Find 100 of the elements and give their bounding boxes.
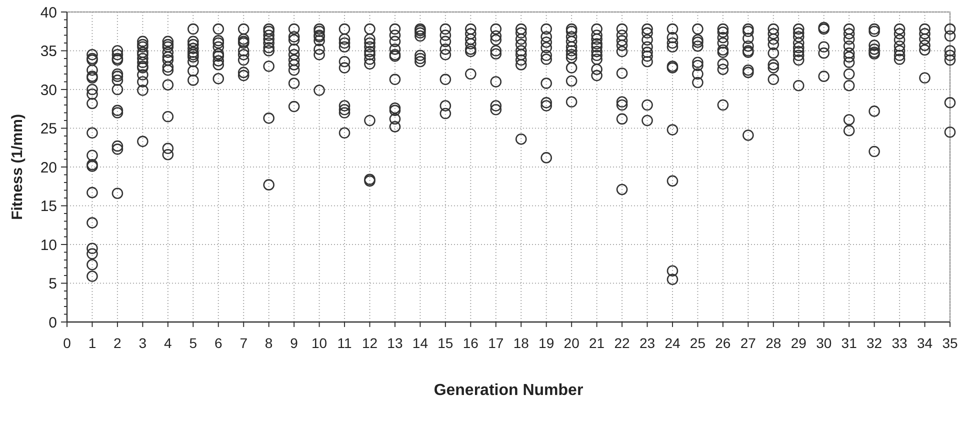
point bbox=[843, 56, 855, 68]
x-tick-label: 12 bbox=[362, 335, 378, 351]
x-tick-label: 2 bbox=[114, 335, 122, 351]
point bbox=[389, 36, 401, 48]
point bbox=[944, 50, 956, 62]
point bbox=[137, 52, 148, 64]
point bbox=[288, 23, 300, 35]
point bbox=[540, 42, 552, 54]
point bbox=[162, 142, 174, 154]
point bbox=[112, 84, 124, 96]
point bbox=[440, 48, 452, 60]
point bbox=[137, 36, 148, 48]
point bbox=[389, 30, 401, 41]
point bbox=[742, 66, 754, 78]
point bbox=[288, 78, 300, 89]
x-tick-label: 26 bbox=[715, 335, 731, 351]
point bbox=[162, 110, 174, 122]
point bbox=[414, 50, 426, 62]
point bbox=[692, 34, 704, 46]
point bbox=[944, 97, 956, 108]
point bbox=[364, 23, 376, 35]
point bbox=[314, 23, 325, 35]
point bbox=[717, 32, 729, 44]
point bbox=[666, 265, 678, 276]
point bbox=[86, 248, 98, 260]
point bbox=[187, 23, 199, 35]
point bbox=[792, 42, 804, 54]
y-tick-label: 20 bbox=[40, 159, 57, 176]
point bbox=[944, 30, 956, 42]
point bbox=[364, 58, 376, 70]
point bbox=[364, 54, 376, 65]
point bbox=[616, 35, 628, 46]
point bbox=[717, 44, 729, 56]
point bbox=[768, 28, 780, 40]
point bbox=[338, 104, 350, 116]
point bbox=[566, 31, 578, 42]
point bbox=[112, 188, 124, 199]
point bbox=[389, 104, 401, 116]
point bbox=[868, 23, 880, 35]
point bbox=[591, 70, 602, 82]
x-tick-label: 17 bbox=[488, 335, 504, 351]
x-tick-label: 1 bbox=[88, 335, 96, 351]
point bbox=[112, 140, 124, 152]
x-tick-label: 19 bbox=[538, 335, 554, 351]
point bbox=[616, 40, 628, 51]
y-tick-label: 40 bbox=[40, 4, 57, 22]
point bbox=[768, 62, 780, 74]
point bbox=[919, 28, 930, 40]
point bbox=[616, 68, 628, 79]
x-tick-label: 5 bbox=[189, 335, 198, 351]
point bbox=[742, 32, 754, 44]
point bbox=[212, 55, 224, 66]
point bbox=[338, 56, 350, 68]
x-tick-label: 8 bbox=[264, 335, 273, 351]
x-tick-label: 11 bbox=[337, 335, 352, 351]
point bbox=[642, 27, 653, 39]
point bbox=[162, 46, 174, 58]
point bbox=[314, 48, 325, 60]
x-tick-label: 20 bbox=[564, 335, 580, 351]
point bbox=[944, 45, 956, 56]
point bbox=[591, 46, 602, 58]
point bbox=[843, 80, 855, 92]
point bbox=[666, 23, 678, 35]
point bbox=[742, 130, 754, 141]
point bbox=[187, 42, 199, 54]
point bbox=[843, 23, 855, 35]
point bbox=[212, 37, 224, 49]
point bbox=[162, 54, 174, 66]
y-tick-label: 35 bbox=[40, 43, 57, 60]
point bbox=[86, 48, 98, 60]
x-tick-label: 15 bbox=[438, 335, 454, 351]
point bbox=[465, 33, 476, 45]
point bbox=[591, 50, 602, 62]
x-tick-label: 34 bbox=[916, 335, 933, 351]
point bbox=[540, 50, 552, 62]
point bbox=[465, 23, 476, 35]
x-tick-label: 7 bbox=[240, 335, 248, 351]
x-tick-label: 25 bbox=[690, 335, 706, 351]
point bbox=[187, 36, 199, 48]
point bbox=[515, 23, 527, 35]
point bbox=[540, 54, 552, 65]
point bbox=[692, 40, 704, 52]
point bbox=[894, 40, 906, 52]
x-tick-label: 13 bbox=[387, 335, 403, 351]
point bbox=[338, 107, 350, 118]
point bbox=[465, 38, 476, 50]
point bbox=[86, 64, 98, 76]
x-tick-label: 10 bbox=[311, 335, 328, 351]
point bbox=[919, 40, 930, 51]
point bbox=[263, 112, 274, 124]
point bbox=[540, 23, 552, 35]
x-tick-label: 29 bbox=[790, 335, 807, 351]
point bbox=[288, 64, 300, 76]
point bbox=[944, 54, 956, 66]
point bbox=[238, 33, 250, 45]
point bbox=[212, 23, 224, 35]
point bbox=[465, 28, 476, 40]
point bbox=[212, 48, 224, 60]
point bbox=[389, 74, 401, 86]
point bbox=[944, 126, 956, 138]
